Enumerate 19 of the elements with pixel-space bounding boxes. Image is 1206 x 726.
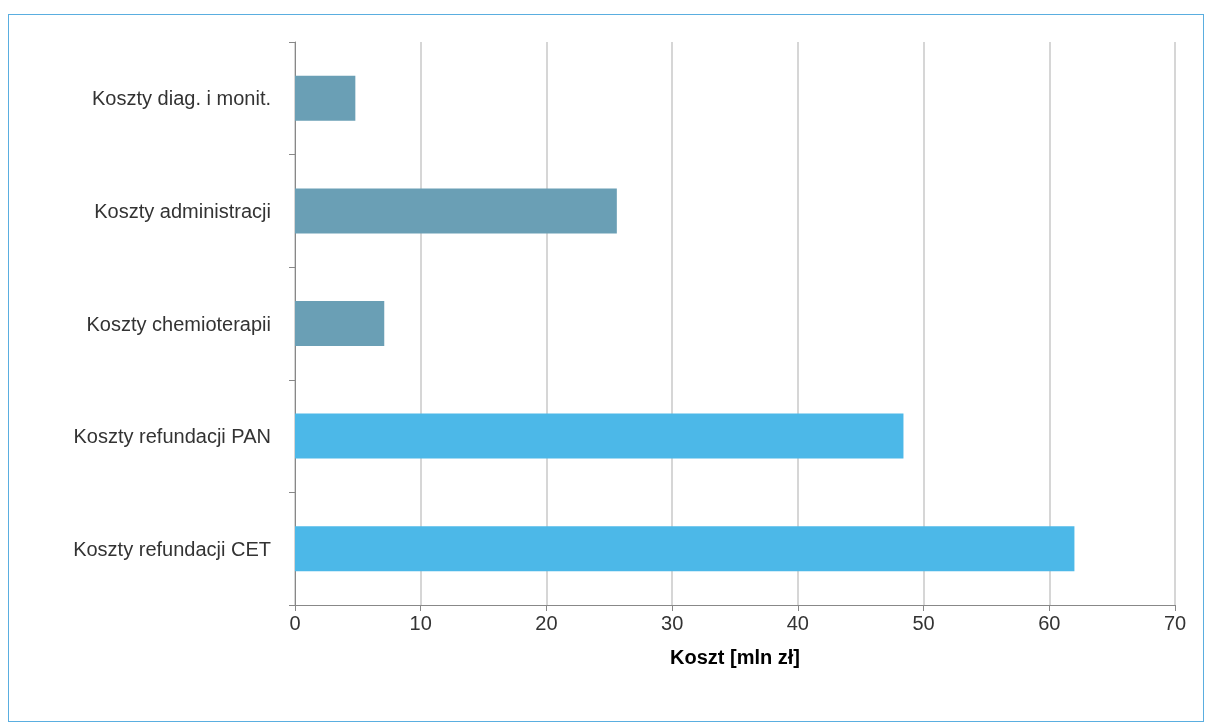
x-tick-label: 70 <box>1163 612 1187 634</box>
x-tick-label: 50 <box>912 612 935 634</box>
x-tick-label: 30 <box>661 612 684 634</box>
x-tick-label: 40 <box>786 612 809 634</box>
bar <box>295 75 356 121</box>
y-tick-label: Koszty refundacji CET <box>73 537 271 560</box>
bar <box>295 526 1075 572</box>
bar <box>295 188 617 234</box>
x-tick-label: 10 <box>409 612 432 634</box>
bar <box>295 300 385 347</box>
y-tick-label: Koszty administracji <box>94 199 271 222</box>
y-tick-label: Koszty diag. i monit. <box>92 87 271 110</box>
x-axis-title: Koszt [mln zł] <box>670 646 800 668</box>
x-tick-label: 60 <box>1038 612 1061 634</box>
y-tick-label: Koszty chemioterapii <box>86 312 271 335</box>
y-tick-label: Koszty refundacji PAN <box>73 425 271 448</box>
x-tick-label: 20 <box>535 612 558 634</box>
bar <box>295 413 904 459</box>
x-tick-label: 0 <box>289 612 301 634</box>
